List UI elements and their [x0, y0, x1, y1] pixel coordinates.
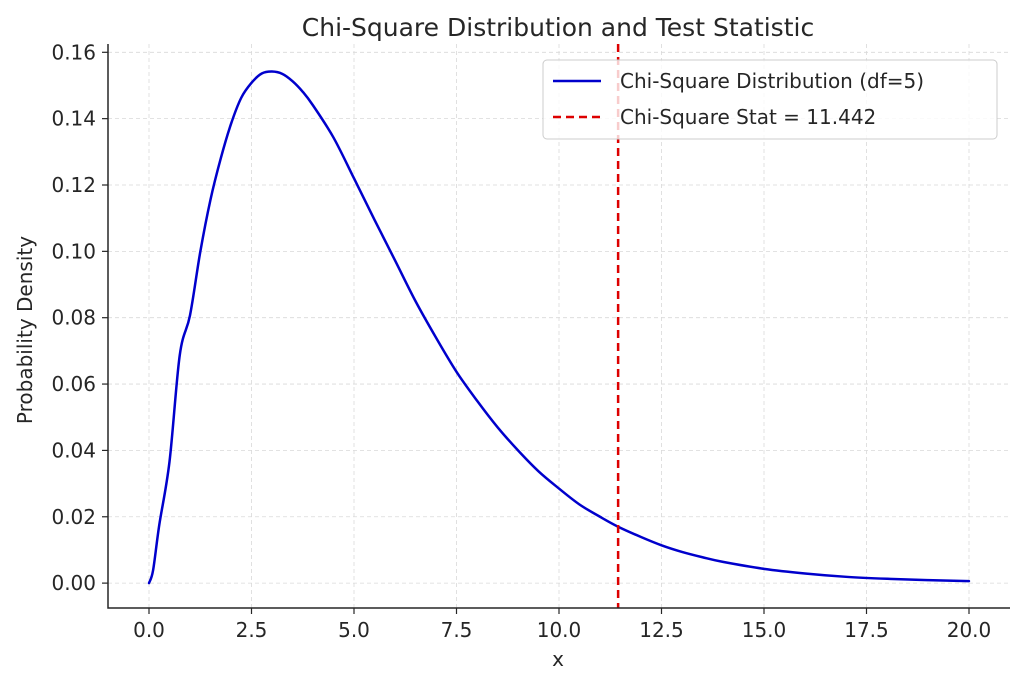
legend-entry-distribution: Chi-Square Distribution (df=5): [620, 69, 924, 93]
x-tick-label: 12.5: [639, 618, 684, 642]
y-tick-label: 0.00: [51, 571, 96, 595]
x-tick-label: 0.0: [133, 618, 165, 642]
chart-title: Chi-Square Distribution and Test Statist…: [302, 13, 814, 42]
x-axis-label: x: [552, 647, 564, 671]
x-tick-label: 17.5: [844, 618, 889, 642]
y-tick-label: 0.06: [51, 372, 96, 396]
y-tick-label: 0.04: [51, 438, 96, 462]
x-tick-label: 5.0: [338, 618, 370, 642]
legend-box: [542, 59, 998, 140]
x-tick-label: 15.0: [742, 618, 787, 642]
legend: Chi-Square Distribution (df=5) Chi-Squar…: [542, 59, 998, 140]
axis-spine: [107, 44, 1010, 609]
x-tick-label: 10.0: [537, 618, 582, 642]
distribution-curve: [147, 70, 971, 585]
x-tick-label: 7.5: [441, 618, 473, 642]
y-tick-label: 0.12: [51, 173, 96, 197]
axes: 0.0 2.5 5.0 7.5 10.0 12.5 15.0 17.5 20.0 0.00 0.02…: [51, 40, 1010, 642]
y-axis-label: Probability Density: [13, 236, 37, 424]
y-tick-label: 0.16: [51, 40, 96, 64]
legend-entry-statistic: Chi-Square Stat = 11.442: [620, 105, 876, 129]
x-tick-label: 2.5: [236, 618, 268, 642]
y-tick-label: 0.14: [51, 107, 96, 131]
y-tick-label: 0.02: [51, 505, 96, 529]
x-tick-label: 20.0: [947, 618, 992, 642]
y-tick-label: 0.10: [51, 239, 96, 263]
y-tick-label: 0.08: [51, 306, 96, 330]
